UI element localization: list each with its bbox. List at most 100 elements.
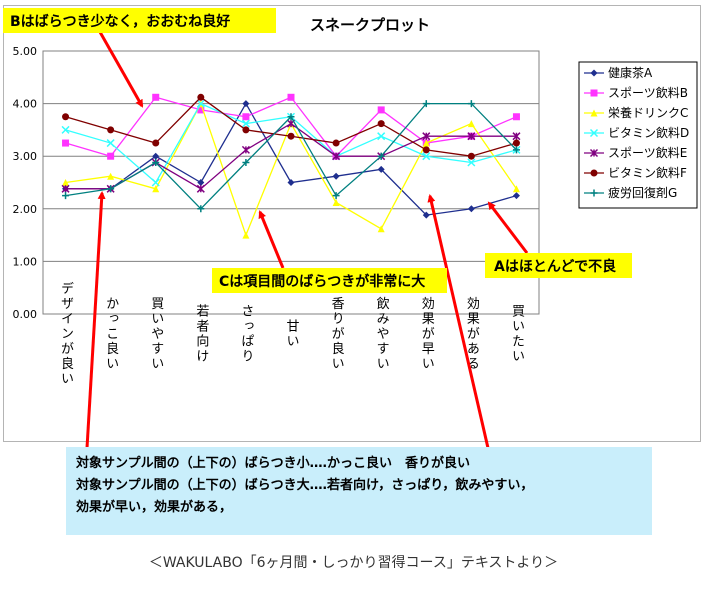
data-point: [62, 113, 70, 121]
summary-box: 対象サンプル間の（上下の）ばらつき小‥‥かっこ良い 香りが良い 対象サンプル間の…: [66, 447, 652, 535]
data-point: [512, 192, 520, 200]
data-point: [467, 100, 475, 108]
x-tick-label: 飲みやすい: [374, 296, 390, 372]
data-point: [467, 132, 476, 141]
data-point: [332, 172, 340, 180]
x-tick-label: 若者向け: [193, 303, 209, 364]
data-point: [422, 100, 430, 108]
legend-item: スポーツ飲料E: [584, 145, 687, 160]
arrow-to-b: [98, 31, 144, 108]
plot-area: [42, 50, 540, 315]
data-point: [590, 69, 598, 77]
data-point: [197, 106, 205, 114]
data-point: [422, 152, 431, 161]
x-tick-label: かっこ良い: [103, 297, 118, 372]
callout-a-poor: Aはほとんどで不良: [485, 253, 632, 278]
x-tick-label: 買いやすい: [148, 297, 164, 372]
data-point: [62, 192, 70, 200]
data-point: [107, 185, 115, 193]
data-point: [241, 145, 250, 154]
legend-label: スポーツ飲料B: [608, 85, 688, 100]
arrow-to-kakkoii: [85, 191, 106, 449]
y-tick-label: 5.00: [13, 45, 38, 58]
data-point: [422, 132, 431, 141]
data-point: [377, 120, 385, 128]
series-4: [61, 99, 521, 187]
summary-line-large-variance: 対象サンプル間の（上下の）ばらつき大‥‥若者向け，さっぱり，飲みやすい，: [76, 478, 534, 493]
x-tick-label: 買いたい: [509, 304, 525, 364]
source-caption: ＜WAKULABO「6ヶ月間・しっかり習得コース」テキストより＞: [148, 555, 559, 571]
legend-label: 疲労回復剤G: [608, 185, 677, 200]
data-point: [152, 185, 160, 193]
data-point: [467, 152, 475, 160]
legend-item: スポーツ飲料B: [584, 85, 688, 100]
data-point: [287, 179, 295, 186]
callout-c-high-variance: Cは項目間のばらつきが非常に大: [212, 268, 447, 293]
legend-label: ビタミン飲料F: [608, 165, 687, 180]
data-point: [152, 152, 160, 160]
callout-b-low-variance: Bはばらつき少なく，おおむね良好: [3, 8, 276, 33]
data-point: [197, 93, 205, 101]
x-tick-label: さっぱり: [238, 304, 253, 364]
data-point: [377, 132, 386, 141]
y-tick-label: 3.00: [13, 150, 38, 163]
legend-label: 栄養ドリンクC: [608, 105, 688, 120]
series-7: [62, 100, 520, 213]
data-point: [590, 169, 598, 177]
data-point: [242, 100, 250, 108]
series-6: [62, 93, 520, 160]
data-point: [61, 184, 70, 193]
data-point: [242, 126, 250, 134]
data-point: [377, 225, 385, 233]
x-tick-label: 効果が早い: [419, 297, 435, 372]
data-point: [377, 165, 385, 173]
data-point: [512, 185, 520, 193]
data-point: [287, 132, 295, 140]
legend-item: 栄養ドリンクC: [584, 105, 688, 120]
data-point: [589, 148, 599, 158]
data-point: [332, 198, 340, 206]
x-tick-label: デザインが良い: [58, 282, 74, 387]
data-point: [61, 125, 70, 134]
data-point: [332, 192, 340, 200]
data-point: [152, 93, 160, 101]
legend-box: [578, 61, 698, 209]
data-point: [422, 211, 430, 219]
data-point: [242, 159, 250, 167]
data-point: [590, 109, 598, 117]
data-point: [512, 146, 520, 154]
data-point: [512, 139, 520, 147]
legend-item: 疲労回復剤G: [584, 185, 677, 200]
data-point: [62, 139, 70, 147]
data-point: [241, 119, 250, 128]
legend-label: ビタミン飲料D: [608, 125, 689, 140]
data-point: [106, 139, 115, 148]
data-point: [196, 99, 205, 108]
arrow-to-kouka: [427, 194, 490, 449]
x-tick-label: 香りが良い: [329, 297, 345, 372]
legend-label: スポーツ飲料E: [608, 145, 687, 160]
data-point: [242, 231, 250, 239]
data-point: [422, 139, 430, 147]
data-point: [107, 172, 115, 180]
x-tick-label: 効果がある: [464, 297, 480, 372]
data-point: [196, 184, 205, 193]
data-point: [287, 113, 295, 121]
summary-line-large-variance-cont: 効果が早い，効果がある，: [76, 500, 233, 515]
legend-item: ビタミン飲料D: [584, 125, 689, 140]
chart-title: スネークプロット: [310, 16, 430, 34]
data-point: [151, 178, 160, 187]
data-point: [377, 152, 385, 160]
data-point: [152, 139, 160, 147]
data-point: [467, 120, 475, 128]
y-tick-label: 4.00: [13, 98, 38, 111]
data-point: [377, 106, 385, 114]
data-point: [332, 152, 341, 161]
data-point: [332, 139, 340, 147]
data-point: [152, 159, 160, 167]
legend-item: 健康茶A: [584, 65, 653, 80]
data-point: [589, 128, 599, 138]
arrow-to-c: [258, 210, 285, 269]
summary-line-small-variance: 対象サンプル間の（上下の）ばらつき小‥‥かっこ良い 香りが良い: [76, 456, 470, 471]
